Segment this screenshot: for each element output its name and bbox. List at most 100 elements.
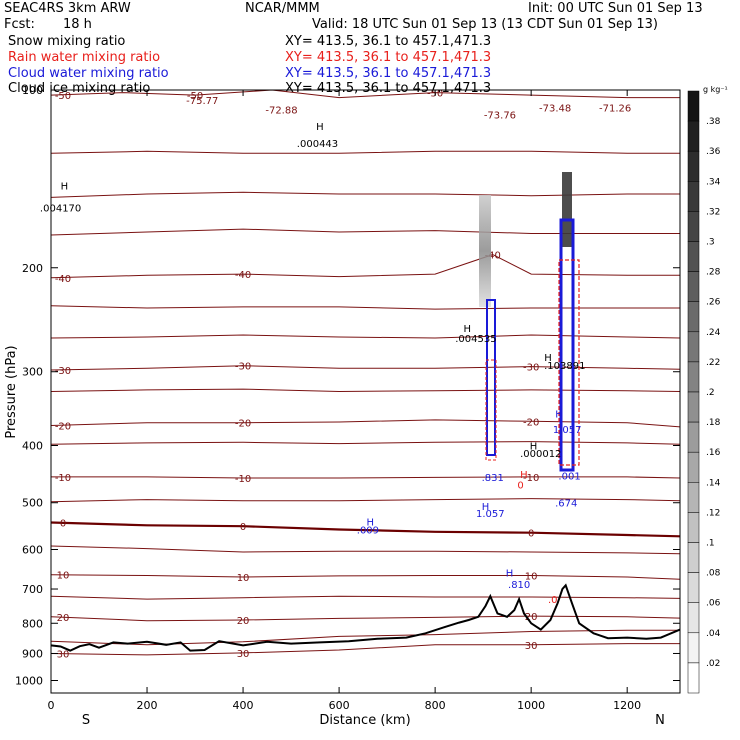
colorbar-tick-label: .02: [706, 659, 720, 669]
colorbar-tick-label: .04: [706, 629, 721, 639]
cloud-ice-field-xy: XY= 413.5, 36.1 to 457.1,471.3: [285, 81, 492, 96]
colorbar-segment: [687, 271, 700, 302]
field-value-label: .000012: [520, 449, 561, 460]
isotherm-line: [51, 574, 680, 580]
colorbar-tick-label: .34: [706, 177, 721, 187]
terrain-line: [50, 583, 681, 652]
cloud-column-east: [559, 218, 575, 472]
colorbar-tick-label: .36: [706, 147, 721, 157]
colorbar-segment: [687, 421, 700, 453]
field-value-label: -73.76: [484, 110, 516, 121]
isotherm-label: -20: [523, 417, 539, 428]
y-tick-label: 600: [22, 543, 43, 556]
isotherm-label: 10: [237, 573, 250, 584]
isotherm-label: 20: [237, 616, 250, 627]
isotherm-line: [51, 521, 680, 538]
x-tick-label: 800: [425, 699, 446, 712]
colorbar-segment: [687, 301, 700, 333]
y-tick-label: 800: [22, 617, 43, 630]
isotherm-label: -40: [485, 251, 501, 262]
isotherm-label: -30: [235, 362, 251, 373]
hydrometeor-columns: [479, 172, 580, 472]
south-label: S: [82, 713, 90, 728]
colorbar-segment: [687, 632, 700, 664]
x-axis-label: Distance (km): [319, 713, 410, 728]
colorbar-segment: [687, 211, 700, 242]
rain-field-xy: XY= 413.5, 36.1 to 457.1,471.3: [285, 50, 492, 65]
isotherm-label: 30: [237, 649, 250, 660]
x-tick-label: 600: [329, 699, 350, 712]
y-tick-label: 300: [22, 366, 43, 379]
org-label: NCAR/MMM: [245, 1, 320, 16]
isotherm-label: 0: [60, 518, 66, 529]
colorbar-tick-label: .06: [706, 599, 721, 609]
colorbar-tick-label: .08: [706, 569, 721, 579]
max-marker: H: [555, 409, 563, 420]
max-marker: H: [316, 122, 324, 133]
isotherm-label: -10: [523, 473, 539, 484]
isotherm-label: 10: [57, 571, 70, 582]
colorbar-segment: [687, 542, 700, 573]
max-marker: H: [544, 353, 552, 364]
isotherm-line: [51, 595, 680, 600]
ice-core-east: [562, 172, 572, 247]
snow-field-name: Snow mixing ratio: [8, 34, 126, 49]
colorbar-segment: [687, 150, 700, 182]
field-value-label: 0: [517, 481, 523, 492]
field-labels: H H H H H H H H H H -75.77 -72.88 -73.76 -73.48 -71.26…: [40, 96, 631, 606]
isotherm-line: [51, 419, 680, 428]
field-value-label: -71.26: [599, 103, 631, 114]
field-value-label: 1.057: [476, 509, 505, 520]
isotherm-line: [51, 254, 680, 279]
isotherm-line: [51, 150, 680, 154]
field-value-label: .009: [357, 525, 379, 536]
field-value-label: -75.77: [186, 96, 218, 107]
y-tick-label: 400: [22, 440, 43, 453]
y-tick-label: 700: [22, 583, 43, 596]
x-tick-label: 1200: [613, 699, 641, 712]
isotherm-label: 10: [525, 571, 538, 582]
isotherm-line: [51, 305, 680, 310]
y-axis-label: Pressure (hPa): [4, 345, 19, 438]
isotherm-line: [51, 498, 680, 503]
isotherm-label: -30: [55, 366, 71, 377]
isotherm-label: 0: [528, 529, 534, 540]
field-value-label: .831: [482, 473, 504, 484]
isotherm-label: 20: [57, 613, 70, 624]
isotherm-line: [51, 228, 680, 236]
isotherm-label: -20: [235, 419, 251, 430]
forecast-hour: 18 h: [63, 17, 92, 32]
x-tick-label: 1000: [517, 699, 545, 712]
x-tick-label: 200: [137, 699, 158, 712]
isotherm-line: [51, 90, 680, 99]
rain-column-east: [558, 259, 580, 466]
colorbar-tick-label: .12: [706, 508, 720, 518]
max-marker: H: [367, 518, 375, 529]
y-tick-label: 200: [22, 262, 43, 275]
field-value-label: .004170: [40, 203, 81, 214]
colorbar-tick-label: .32: [706, 207, 720, 217]
colorbar-tick-label: .38: [706, 117, 721, 127]
isotherm-label: -30: [523, 363, 539, 374]
rain-column-west: [485, 359, 497, 461]
y-tick-label: 900: [22, 647, 43, 660]
colorbar-segment: [687, 361, 700, 393]
isotherm-label: -50: [187, 91, 203, 102]
isotherm-lines: -50 -50 -50-40 -40-40-30 -30 -30-20 -20 -20-10-…: [51, 90, 680, 660]
field-value-label: .000443: [297, 139, 338, 150]
field-value-label: -73.48: [539, 103, 571, 114]
cloud-column-west: [486, 299, 496, 456]
isotherm-line: [51, 441, 680, 445]
colorbar-tick-label: .2: [706, 388, 715, 398]
colorbar-tick-label: .16: [706, 448, 721, 458]
init-time: Init: 00 UTC Sun 01 Sep 13: [528, 1, 703, 16]
north-label: N: [655, 713, 665, 728]
colorbar-segment: [687, 331, 700, 363]
isotherm-line: [51, 615, 680, 622]
colorbar: .38 .36 .34 .32 .3 .28 .26 .24 .22 .2 .18 .16 .14 .12…: [687, 90, 721, 694]
cloud-ice-field-name: Cloud ice mixing ratio: [8, 81, 151, 96]
colorbar-segment: [687, 391, 700, 423]
y-tick-label: 500: [22, 497, 43, 510]
x-tick-label: 400: [233, 699, 254, 712]
